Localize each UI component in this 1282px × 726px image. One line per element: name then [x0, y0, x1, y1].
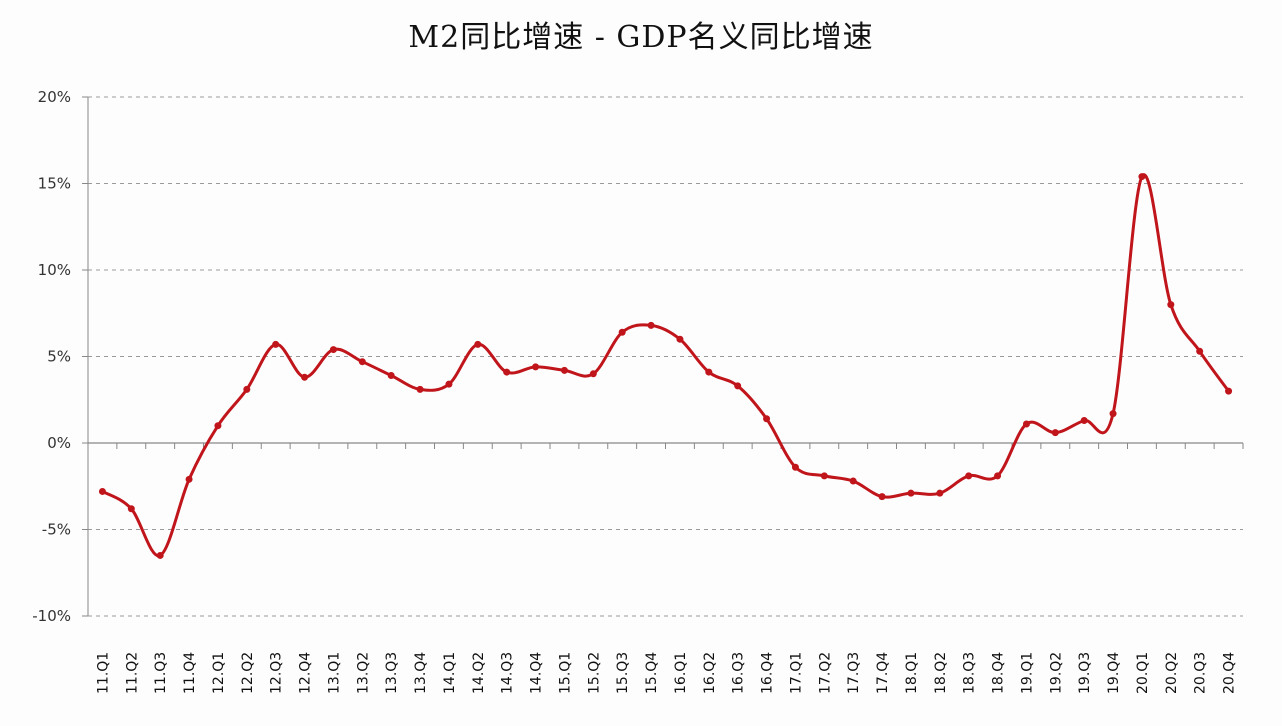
x-tick-label: 17.Q1 — [788, 652, 804, 694]
data-point-marker — [127, 505, 135, 513]
x-tick-label: 12.Q1 — [211, 652, 227, 694]
x-tick-label: 13.Q1 — [326, 652, 342, 694]
x-tick-label: 16.Q2 — [702, 652, 718, 694]
y-tick-label: 10% — [38, 261, 71, 279]
y-tick-label: 15% — [38, 175, 71, 193]
x-tick-label: 17.Q4 — [875, 652, 891, 694]
x-tick-label: 20.Q3 — [1193, 652, 1209, 694]
data-point-marker — [358, 358, 366, 366]
data-point-marker — [1022, 420, 1030, 428]
data-point-marker — [445, 380, 453, 388]
data-point-marker — [647, 321, 655, 329]
data-point-marker — [734, 382, 742, 390]
y-tick-label: 20% — [38, 88, 71, 106]
x-tick-label: 11.Q4 — [182, 652, 198, 694]
data-point-marker — [387, 372, 395, 380]
data-point-marker — [272, 340, 280, 348]
data-point-marker — [820, 472, 828, 480]
y-tick-label: 5% — [47, 348, 71, 366]
data-point-marker — [1138, 173, 1146, 181]
data-point-marker — [1167, 301, 1175, 309]
data-point-marker — [532, 363, 540, 371]
x-tick-label: 14.Q3 — [500, 652, 516, 694]
chart-title: M2同比增速 - GDP名义同比增速 — [408, 20, 874, 55]
y-tick-label: -10% — [32, 607, 71, 625]
data-point-marker — [560, 366, 568, 374]
data-point-marker — [98, 487, 106, 495]
x-tick-label: 17.Q3 — [846, 652, 862, 694]
x-tick-label: 15.Q1 — [557, 652, 573, 694]
y-tick-label: -5% — [42, 521, 71, 539]
data-point-marker — [301, 373, 309, 381]
data-point-marker — [965, 472, 973, 480]
data-point-marker — [416, 385, 424, 393]
x-tick-label: 11.Q1 — [95, 652, 111, 694]
x-tick-label: 15.Q2 — [586, 652, 602, 694]
x-tick-label: 18.Q2 — [933, 652, 949, 694]
x-tick-label: 14.Q4 — [529, 652, 545, 694]
x-tick-label: 13.Q3 — [384, 652, 400, 694]
x-tick-label: 12.Q3 — [269, 652, 285, 694]
data-point-marker — [474, 340, 482, 348]
x-tick-label: 19.Q3 — [1077, 652, 1093, 694]
x-tick-label: 13.Q2 — [355, 652, 371, 694]
x-tick-label: 11.Q3 — [153, 652, 169, 694]
data-point-marker — [1051, 429, 1059, 437]
data-point-marker — [618, 328, 626, 336]
data-point-marker — [791, 463, 799, 471]
data-point-marker — [878, 493, 886, 501]
x-tick-label: 15.Q3 — [615, 652, 631, 694]
x-tick-label: 12.Q4 — [298, 652, 314, 694]
data-point-marker — [1109, 410, 1117, 418]
x-tick-label: 20.Q2 — [1164, 652, 1180, 694]
x-tick-label: 13.Q4 — [413, 652, 429, 694]
data-point-marker — [705, 368, 713, 376]
data-point-marker — [763, 415, 771, 423]
x-tick-label: 17.Q2 — [817, 652, 833, 694]
data-point-marker — [676, 335, 684, 343]
data-point-marker — [907, 489, 915, 497]
data-point-marker — [936, 489, 944, 497]
data-point-marker — [1196, 347, 1204, 355]
y-axis: 20% 15% 10% 5% 0% -5% -10% — [32, 88, 89, 625]
x-tick-label: 20.Q4 — [1222, 652, 1238, 694]
data-point-marker — [503, 368, 511, 376]
x-tick-label: 20.Q1 — [1135, 652, 1151, 694]
x-tick-label: 14.Q1 — [442, 652, 458, 694]
x-tick-label: 14.Q2 — [471, 652, 487, 694]
data-series — [98, 173, 1233, 559]
data-point-marker — [156, 551, 164, 559]
x-tick-label: 12.Q2 — [240, 652, 256, 694]
data-point-marker — [185, 475, 193, 483]
x-tick-label: 18.Q3 — [962, 652, 978, 694]
x-tick-label: 15.Q4 — [644, 652, 660, 694]
x-tick-label: 19.Q4 — [1106, 652, 1122, 694]
x-tick-label: 16.Q3 — [731, 652, 747, 694]
data-point-marker — [589, 370, 597, 378]
series-line — [101, 173, 1230, 557]
data-point-marker — [214, 422, 222, 430]
y-tick-label: 0% — [47, 434, 71, 452]
x-tick-label: 16.Q4 — [760, 652, 776, 694]
data-point-marker — [1080, 417, 1088, 425]
x-tick-label: 18.Q4 — [991, 652, 1007, 694]
x-axis: 11.Q1 11.Q2 11.Q3 11.Q4 12.Q1 12.Q2 12.Q3 12.Q4… — [88, 442, 1244, 694]
data-point-marker — [849, 477, 857, 485]
data-point-marker — [994, 472, 1002, 480]
x-tick-label: 19.Q1 — [1019, 652, 1035, 694]
x-tick-label: 11.Q2 — [124, 652, 140, 694]
data-point-marker — [329, 346, 337, 354]
data-point-marker — [1225, 387, 1233, 395]
x-tick-label: 16.Q1 — [673, 652, 689, 694]
x-tick-label: 19.Q2 — [1048, 652, 1064, 694]
x-tick-label: 18.Q1 — [904, 652, 920, 694]
data-point-marker — [243, 385, 251, 393]
gridlines — [88, 96, 1243, 617]
